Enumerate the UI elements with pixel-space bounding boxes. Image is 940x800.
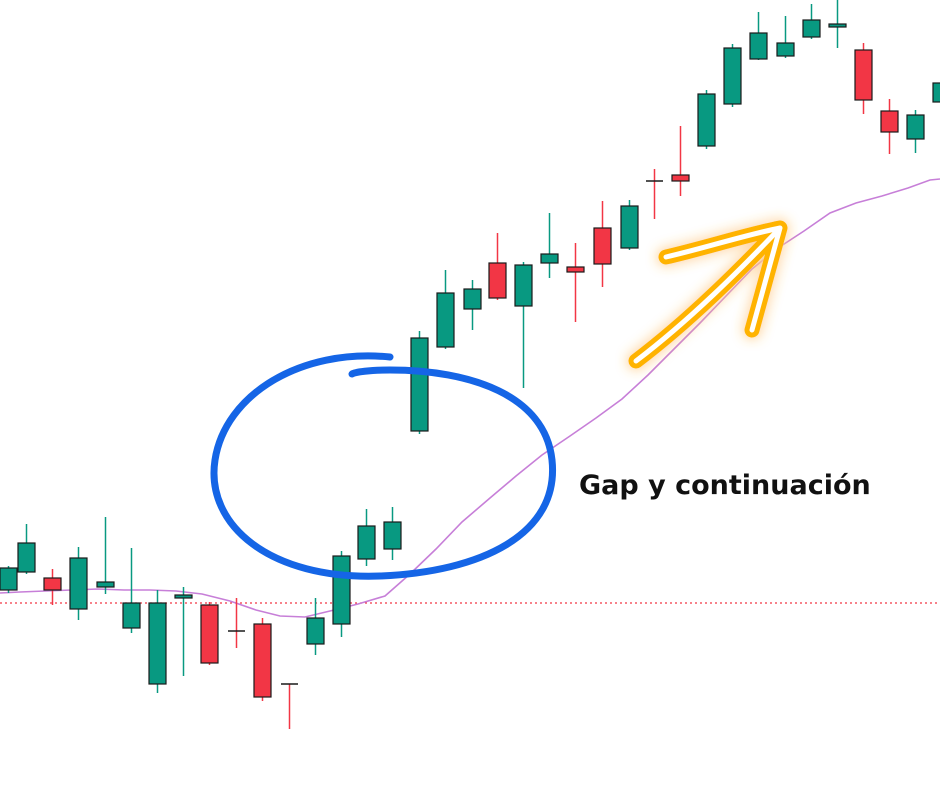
candle-body (0, 567, 18, 591)
candle-body (854, 49, 873, 101)
candle-29 (749, 12, 768, 60)
candle-20 (514, 262, 533, 388)
candle-30 (776, 16, 795, 58)
candle-18 (463, 280, 482, 330)
candle-body (514, 264, 533, 307)
candle-14 (357, 509, 376, 566)
candle-body (620, 205, 639, 249)
candle-7 (174, 587, 193, 676)
candle-body (828, 23, 847, 28)
candle-10 (253, 618, 272, 701)
candle-body (593, 227, 612, 265)
candle-6 (148, 590, 167, 693)
candle-3 (69, 547, 88, 620)
candle-33 (854, 43, 873, 114)
candle-body (43, 577, 62, 591)
candle-17 (436, 270, 455, 349)
candle-body (723, 47, 742, 105)
candle-body (17, 542, 36, 573)
candle-body (69, 557, 88, 610)
candle-35 (906, 110, 925, 153)
candle-36 (932, 82, 940, 103)
candle-1 (17, 524, 36, 574)
candle-2 (43, 569, 62, 605)
annotation-label: Gap y continuación (579, 470, 871, 501)
candle-body (906, 114, 925, 140)
candle-32 (828, 0, 847, 48)
candle-19 (488, 233, 507, 300)
candle-body (96, 581, 115, 588)
gap-highlight-ellipse (210, 352, 557, 580)
candle-body (749, 32, 768, 60)
candle-body (332, 555, 351, 625)
candle-21 (540, 213, 559, 278)
candle-25 (646, 169, 663, 219)
candle-16 (410, 331, 429, 434)
candle-24 (620, 200, 639, 250)
candle-body (776, 42, 795, 57)
candle-body (932, 82, 940, 103)
candle-15 (383, 507, 402, 560)
candle-body (540, 253, 559, 264)
candle-11 (281, 683, 298, 729)
candle-body (802, 19, 821, 38)
candle-body (122, 602, 141, 629)
candle-body (566, 266, 585, 273)
candle-body (357, 525, 376, 560)
candle-body (488, 262, 507, 299)
candle-body (306, 617, 325, 645)
candle-4 (96, 517, 115, 594)
candles-group (0, 0, 940, 729)
candle-26 (671, 126, 690, 196)
candle-12 (306, 598, 325, 655)
candle-31 (802, 4, 821, 39)
candle-body (697, 93, 716, 147)
candle-9 (228, 598, 245, 648)
candle-body (200, 604, 219, 664)
candle-27 (697, 90, 716, 149)
candle-body (463, 288, 482, 310)
candle-5 (122, 548, 141, 633)
candle-0 (0, 566, 18, 593)
candle-28 (723, 44, 742, 107)
candle-23 (593, 201, 612, 287)
candle-body (880, 110, 899, 133)
moving-average-line (0, 178, 940, 618)
candle-body (410, 337, 429, 432)
candle-8 (200, 602, 219, 665)
candle-body (383, 521, 402, 550)
candle-body (671, 174, 690, 182)
candle-13 (332, 551, 351, 637)
candle-body (436, 292, 455, 348)
candle-body (253, 623, 272, 698)
candle-body (174, 594, 193, 599)
candle-22 (566, 243, 585, 322)
candle-body (148, 602, 167, 685)
continuation-arrow (628, 220, 788, 369)
candle-34 (880, 99, 899, 154)
